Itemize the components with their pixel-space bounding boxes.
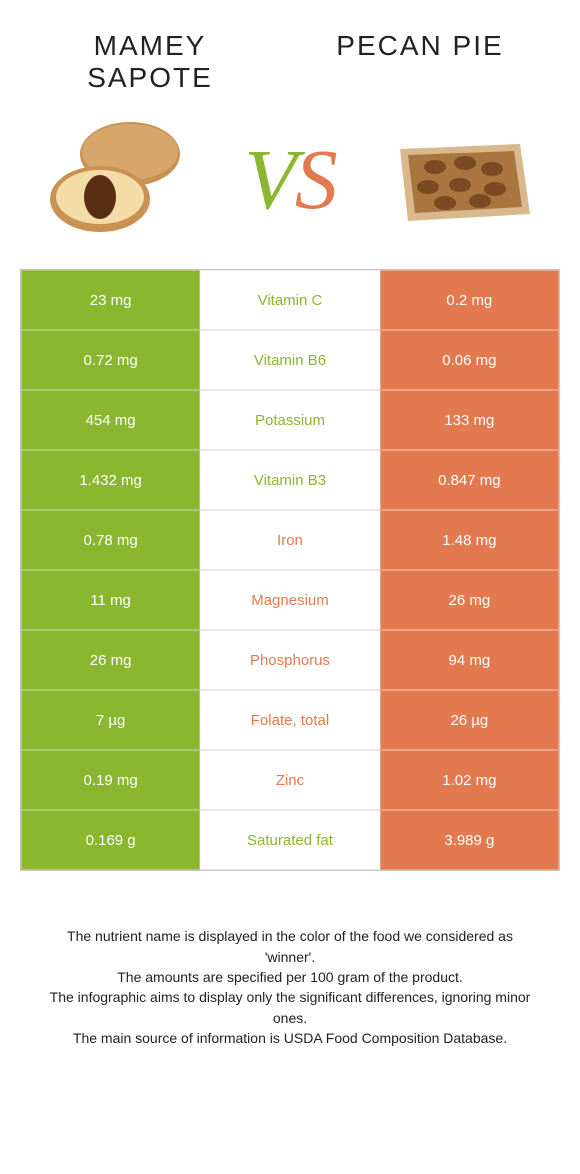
nutrient-name-cell: Iron [200,510,379,570]
right-value-cell: 0.2 mg [380,270,559,330]
left-value-cell: 0.169 g [21,810,200,870]
right-value-cell: 3.989 g [380,810,559,870]
left-value-cell: 0.19 mg [21,750,200,810]
mamey-sapote-icon [45,119,195,239]
table-row: 0.78 mgIron1.48 mg [21,510,559,570]
table-row: 0.19 mgZinc1.02 mg [21,750,559,810]
table-row: 23 mgVitamin C0.2 mg [21,270,559,330]
footer-line-4: The main source of information is USDA F… [40,1028,540,1048]
left-value-cell: 7 µg [21,690,200,750]
nutrient-name-cell: Potassium [200,390,379,450]
right-value-cell: 0.847 mg [380,450,559,510]
nutrient-name-cell: Zinc [200,750,379,810]
footer-line-2: The amounts are specified per 100 gram o… [40,967,540,987]
nutrient-name-cell: Folate, total [200,690,379,750]
nutrient-name-cell: Vitamin B6 [200,330,379,390]
pecan-pie-icon [380,119,540,239]
nutrient-name-cell: Magnesium [200,570,379,630]
comparison-table: 23 mgVitamin C0.2 mg0.72 mgVitamin B60.0… [20,269,560,871]
right-value-cell: 26 µg [380,690,559,750]
footer-line-3: The infographic aims to display only the… [40,987,540,1028]
nutrient-name-cell: Saturated fat [200,810,379,870]
nutrient-name-cell: Vitamin B3 [200,450,379,510]
left-value-cell: 454 mg [21,390,200,450]
table-row: 11 mgMagnesium26 mg [21,570,559,630]
vs-label: VS [244,129,336,229]
left-value-cell: 11 mg [21,570,200,630]
right-food-image [380,114,540,244]
left-value-cell: 26 mg [21,630,200,690]
footer-line-1: The nutrient name is displayed in the co… [40,926,540,967]
table-row: 0.72 mgVitamin B60.06 mg [21,330,559,390]
right-value-cell: 1.48 mg [380,510,559,570]
table-row: 7 µgFolate, total26 µg [21,690,559,750]
right-food-title: Pecan pie [320,30,520,94]
left-food-image [40,114,200,244]
vs-s-letter: S [295,131,336,227]
right-value-cell: 94 mg [380,630,559,690]
table-row: 0.169 gSaturated fat3.989 g [21,810,559,870]
left-value-cell: 0.72 mg [21,330,200,390]
table-row: 1.432 mgVitamin B30.847 mg [21,450,559,510]
right-value-cell: 133 mg [380,390,559,450]
vs-row: VS [0,104,580,269]
nutrient-name-cell: Vitamin C [200,270,379,330]
table-row: 454 mgPotassium133 mg [21,390,559,450]
header: Mamey Sapote Pecan pie [0,0,580,104]
table-row: 26 mgPhosphorus94 mg [21,630,559,690]
vs-v-letter: V [244,131,295,227]
right-value-cell: 0.06 mg [380,330,559,390]
left-value-cell: 23 mg [21,270,200,330]
right-value-cell: 1.02 mg [380,750,559,810]
nutrient-name-cell: Phosphorus [200,630,379,690]
left-value-cell: 1.432 mg [21,450,200,510]
right-value-cell: 26 mg [380,570,559,630]
footer-notes: The nutrient name is displayed in the co… [0,871,580,1048]
left-value-cell: 0.78 mg [21,510,200,570]
left-food-title: Mamey Sapote [60,30,240,94]
